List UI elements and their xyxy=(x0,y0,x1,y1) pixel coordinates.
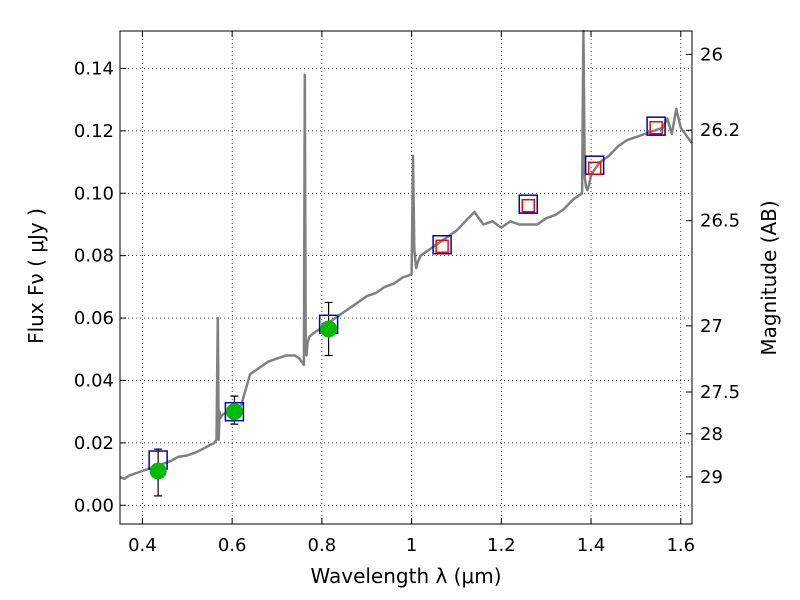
y-tick-label: 0.06 xyxy=(74,308,114,329)
spectrum-layer xyxy=(119,29,694,481)
y-tick-label: 0.14 xyxy=(74,58,114,79)
marker-layer xyxy=(148,116,666,480)
blue-square-marker xyxy=(518,194,539,214)
x-tick-label: 0.4 xyxy=(128,535,157,556)
blue-square-marker xyxy=(432,234,452,255)
right-tick-label: 26 xyxy=(700,44,723,65)
right-tick-label: 29 xyxy=(700,467,723,488)
x-tick-label: 1.2 xyxy=(487,535,516,556)
x-tick-label: 1.4 xyxy=(577,535,606,556)
right-tick-label: 28 xyxy=(700,424,723,445)
spectrum-line xyxy=(119,29,694,481)
green-circle-marker xyxy=(225,403,243,421)
green-circle-marker xyxy=(320,320,338,338)
red-square-marker xyxy=(435,239,449,254)
red-square-marker xyxy=(521,198,536,213)
tick-label-layer: 0.4 0.6 0.8 1 1.2 1.4 1.6 0.00 0.02 0.04 0.06 0.08 0… xyxy=(74,44,740,556)
y-tick-label: 0.04 xyxy=(74,370,114,391)
x-tick-label: 1 xyxy=(406,535,417,556)
y-tick-label: 0.10 xyxy=(74,183,114,204)
y-tick-label: 0.00 xyxy=(74,495,114,516)
blue-square-marker xyxy=(224,401,245,422)
y-tick-label: 0.12 xyxy=(74,121,114,142)
red-square-marker xyxy=(587,161,602,176)
blue-square-marker xyxy=(646,116,666,136)
tick-layer xyxy=(120,31,692,524)
red-square-marker xyxy=(649,120,663,135)
x-axis-label: Wavelength λ (μm) xyxy=(310,564,501,588)
y-tick-label: 0.08 xyxy=(74,246,114,267)
y-tick-label: 0.02 xyxy=(74,433,114,454)
right-tick-label: 27 xyxy=(700,316,723,337)
x-tick-label: 0.8 xyxy=(308,535,337,556)
green-circle-marker xyxy=(149,462,167,480)
grid xyxy=(120,31,692,524)
x-tick-label: 1.6 xyxy=(666,535,695,556)
x-tick-label: 0.6 xyxy=(218,535,247,556)
y-axis-label: Flux Fν ( μJy ) xyxy=(24,208,48,344)
right-tick-label: 26.5 xyxy=(700,211,740,232)
plot-frame xyxy=(119,30,693,525)
right-tick-label: 27.5 xyxy=(700,382,740,403)
right-tick-label: 26.2 xyxy=(700,120,740,141)
right-axis-label: Magnitude (AB) xyxy=(757,200,781,355)
